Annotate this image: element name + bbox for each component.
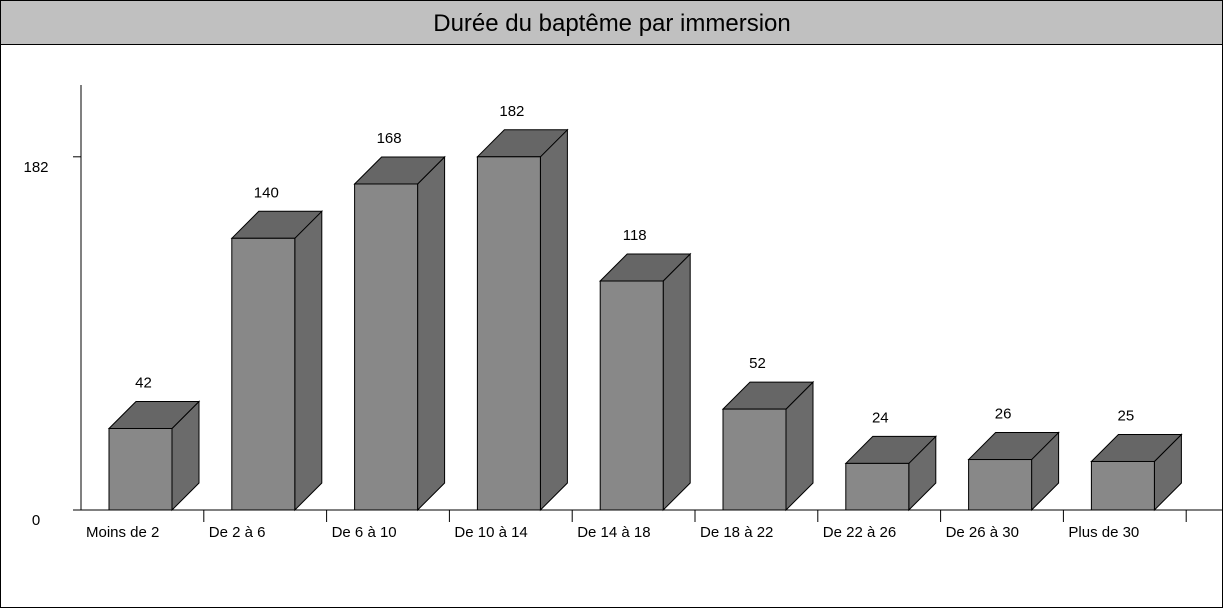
x-tick-label: De 6 à 10	[332, 524, 397, 541]
value-label: 140	[254, 184, 279, 201]
bar-front	[108, 427, 173, 511]
bar-side	[417, 155, 446, 512]
bar	[230, 210, 324, 512]
bar	[476, 128, 569, 512]
x-tick-label: Moins de 2	[86, 524, 159, 541]
x-tick-label: De 26 à 30	[946, 524, 1019, 541]
value-label: 26	[995, 406, 1012, 423]
bar-front	[968, 459, 1033, 511]
bar	[1090, 433, 1183, 512]
value-label: 24	[872, 409, 889, 426]
x-tick-label: De 22 à 26	[823, 524, 896, 541]
value-label: 168	[377, 130, 402, 147]
bar-front	[231, 237, 296, 511]
bar-side	[539, 128, 568, 512]
chart-title: Durée du baptême par immersion	[433, 10, 791, 37]
bar	[967, 431, 1060, 512]
bar-front	[476, 156, 541, 511]
bar-side	[662, 252, 691, 512]
x-tick-label: De 10 à 14	[454, 524, 527, 541]
bar-front	[845, 462, 910, 511]
bar	[107, 400, 201, 512]
value-label: 25	[1118, 407, 1135, 424]
bar-front	[354, 183, 419, 511]
value-label: 42	[135, 374, 152, 391]
x-tick-label: De 2 à 6	[209, 524, 266, 541]
bar	[721, 380, 815, 512]
bar	[598, 252, 692, 512]
x-tick-label: Plus de 30	[1068, 524, 1139, 541]
bar	[844, 435, 938, 512]
x-tick-label: De 14 à 18	[577, 524, 650, 541]
y-tick-label: 182	[23, 159, 48, 176]
value-label: 118	[623, 227, 647, 244]
bar	[353, 155, 446, 512]
value-label: 182	[499, 103, 524, 120]
bar-front	[599, 280, 664, 511]
value-label: 52	[749, 355, 766, 372]
x-tick-label: De 18 à 22	[700, 524, 773, 541]
y-tick-label: 0	[32, 512, 40, 529]
bar-front	[722, 408, 787, 511]
bar-side	[294, 210, 323, 512]
bar-front	[1090, 460, 1155, 511]
title-bar	[0, 0, 1223, 45]
